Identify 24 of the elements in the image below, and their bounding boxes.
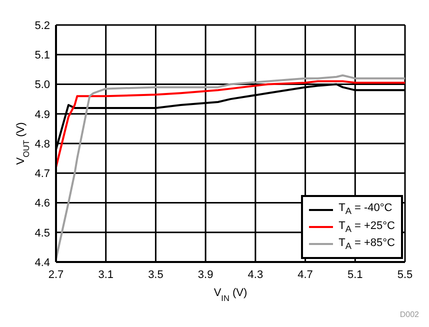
x-tick-label: 2.7 [48, 268, 64, 281]
y-tick-label: 4.5 [34, 227, 50, 240]
legend-label: T$_{A}$ = +25°C [338, 220, 395, 234]
y-tick-label: 5.0 [34, 79, 50, 92]
y-tick-label: 4.4 [34, 256, 50, 269]
x-tick-label: 4.3 [248, 268, 264, 281]
y-tick-label: 4.7 [34, 168, 50, 180]
x-tick-label: 4.7 [298, 268, 313, 281]
x-axis-title: V$_{IN}$ (V) [214, 287, 248, 302]
line-series [56, 74, 405, 260]
x-tick-label: 3.5 [148, 268, 164, 281]
legend-label: T$_{A}$ = +85°C [338, 236, 395, 251]
y-tick-label: 5.1 [34, 50, 50, 62]
line-series [56, 80, 405, 168]
x-tick-label: 3.9 [198, 268, 214, 281]
x-tick-label: 5.1 [347, 268, 363, 281]
x-tick-label: 3.1 [98, 268, 114, 281]
y-tick-label: 4.9 [34, 108, 50, 121]
text: D002 [400, 310, 419, 319]
y-tick-label: 4.8 [34, 138, 50, 150]
legend-label: T$_{A}$ = -40°C [338, 202, 392, 217]
x-tick-label: 5.5 [397, 268, 413, 281]
y-tick-label: 4.6 [34, 198, 50, 210]
y-tick-label: 5.2 [34, 20, 50, 32]
